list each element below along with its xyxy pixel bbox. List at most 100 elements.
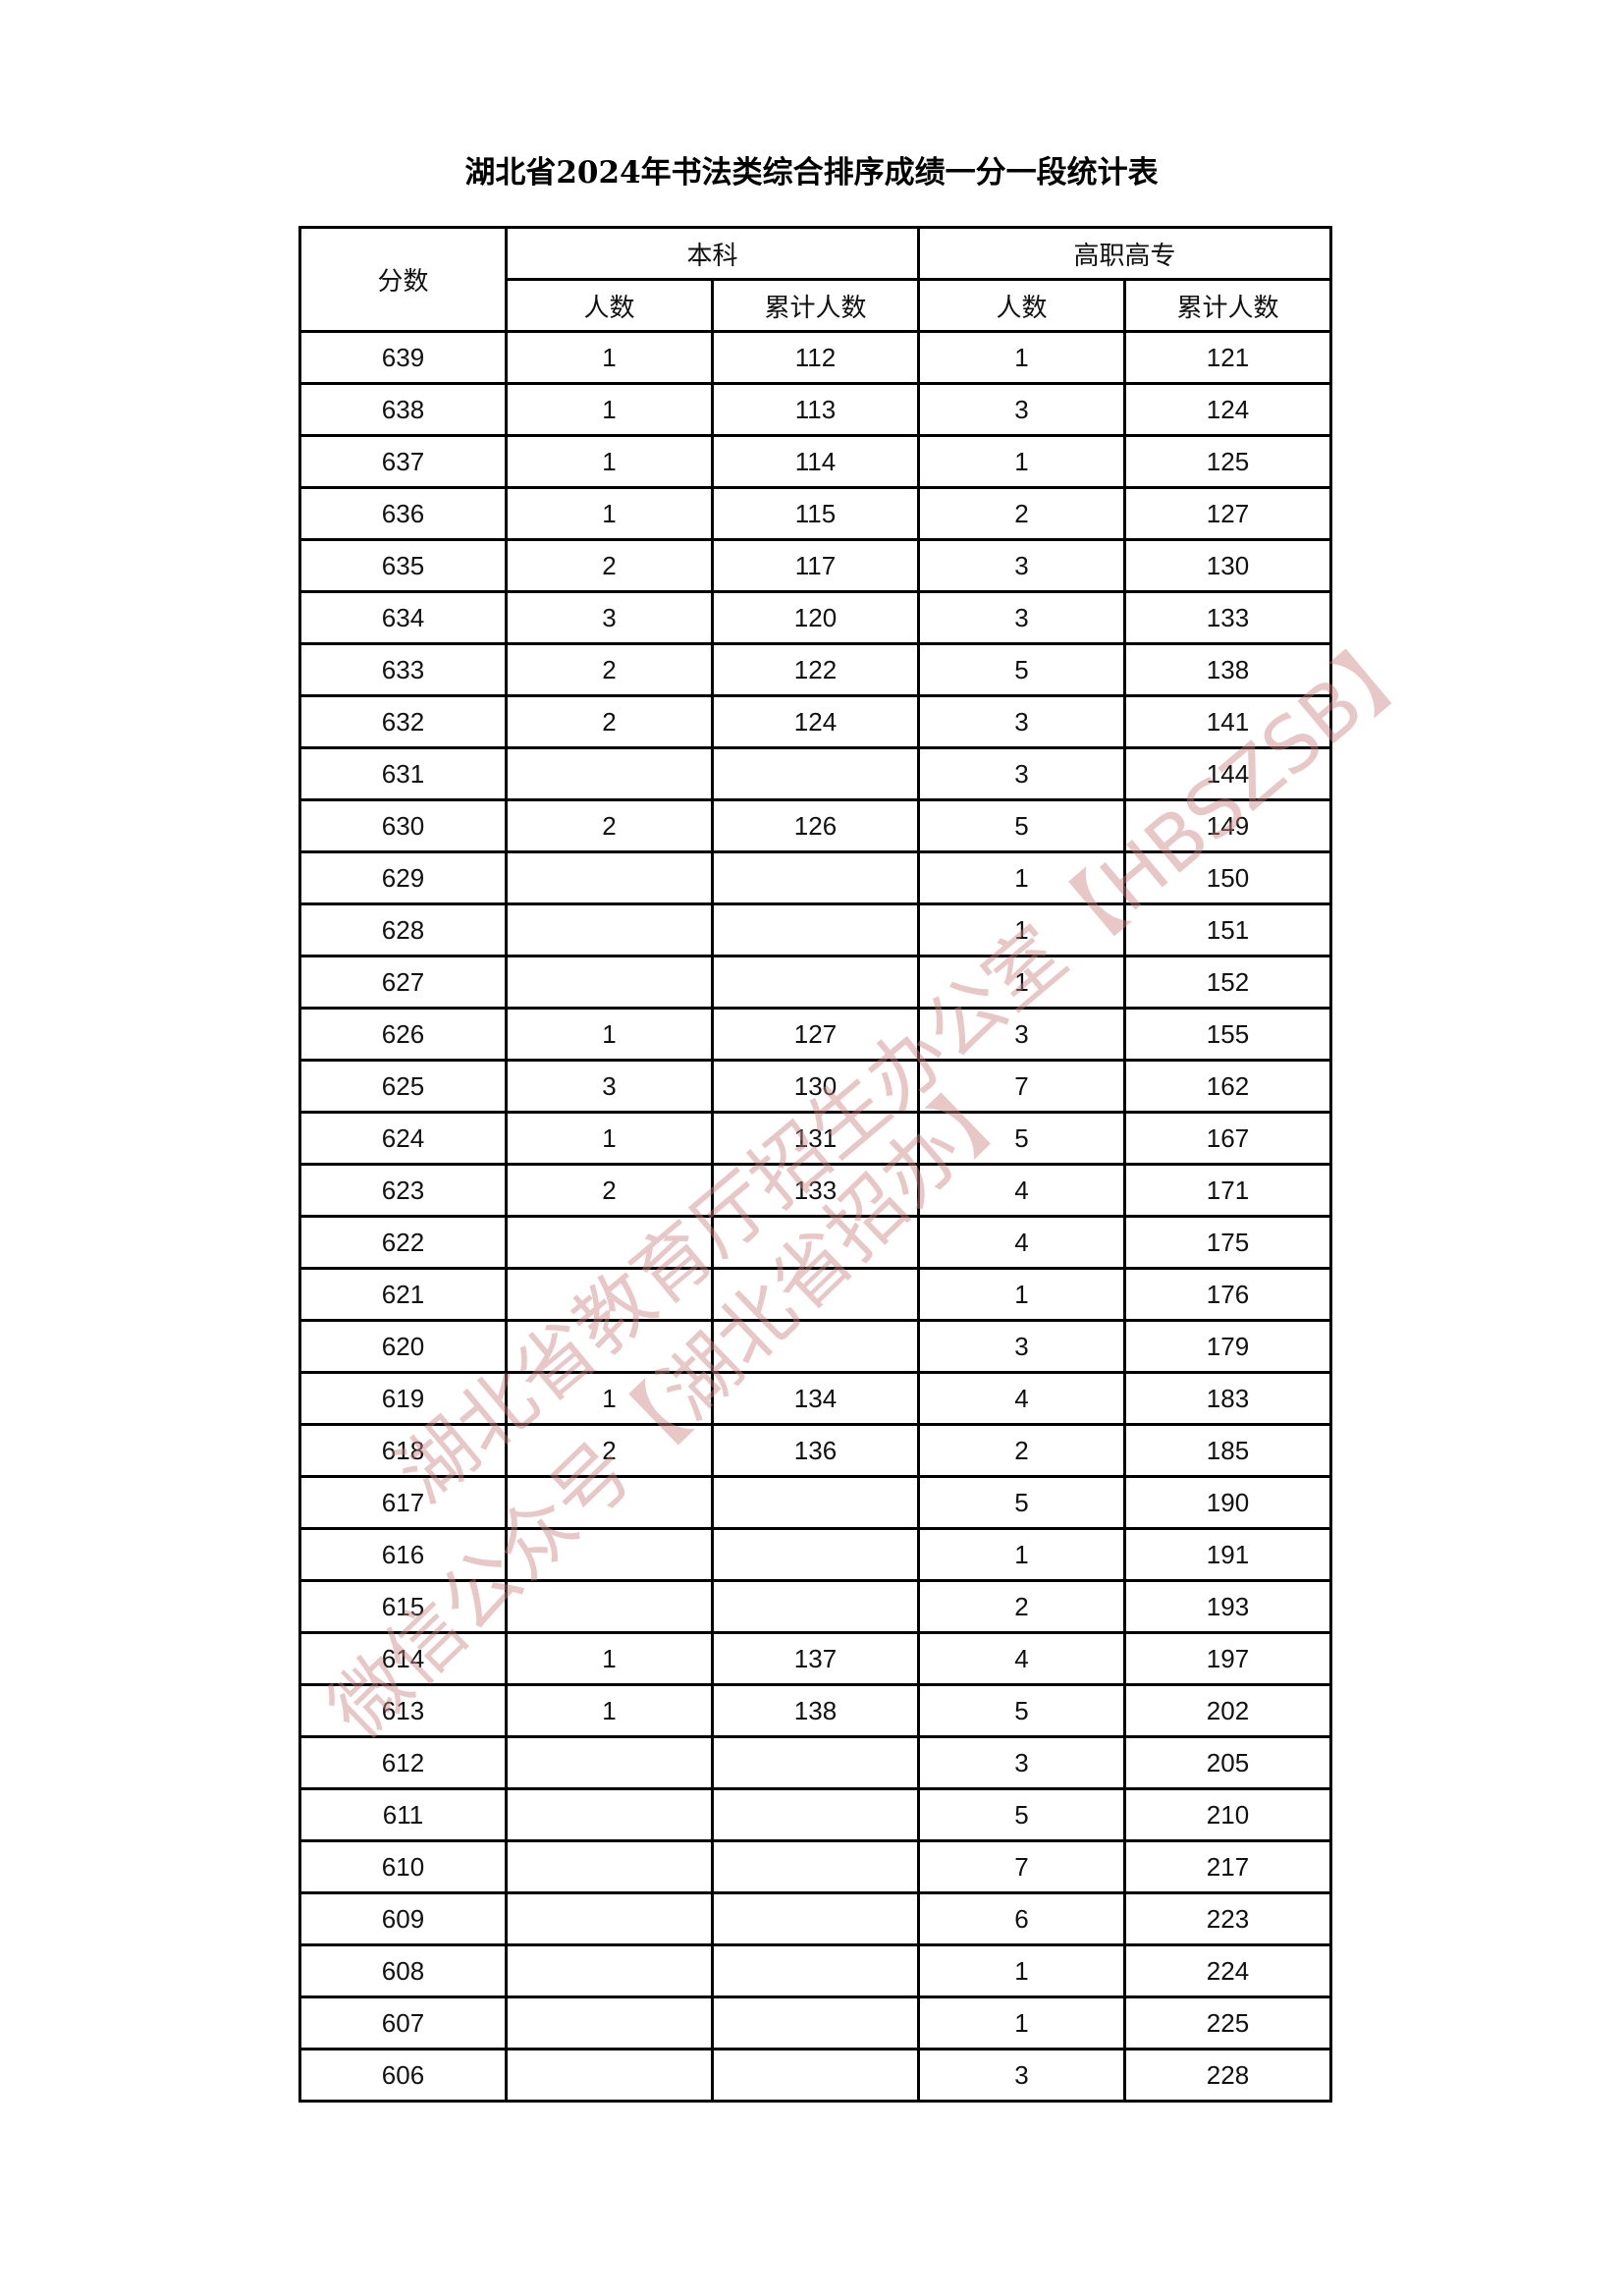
cell-vocational-count: 1: [917, 902, 1126, 957]
table-row: 631 3 144: [298, 746, 1332, 801]
cell-undergrad-cumulative: 137: [711, 1631, 920, 1686]
cell-vocational-count: 2: [917, 1579, 1126, 1634]
cell-undergrad-cumulative: [711, 1787, 920, 1842]
cell-score: 627: [298, 955, 508, 1010]
cell-score: 631: [298, 746, 508, 801]
cell-undergrad-cumulative: [711, 1319, 920, 1374]
cell-vocational-cumulative: 151: [1123, 902, 1332, 957]
cell-undergrad-count: 1: [505, 382, 714, 437]
cell-undergrad-cumulative: 126: [711, 798, 920, 853]
cell-vocational-count: 4: [917, 1631, 1126, 1686]
cell-score: 639: [298, 330, 508, 385]
cell-undergrad-count: 2: [505, 1423, 714, 1478]
table-row: 614 1 137 4 197: [298, 1631, 1332, 1686]
table-row: 620 3 179: [298, 1319, 1332, 1374]
cell-undergrad-cumulative: [711, 850, 920, 905]
cell-undergrad-count: [505, 902, 714, 957]
cell-vocational-cumulative: 155: [1123, 1007, 1332, 1062]
table-row: 612 3 205: [298, 1735, 1332, 1790]
cell-undergrad-count: 2: [505, 694, 714, 749]
cell-vocational-count: 1: [917, 1527, 1126, 1582]
cell-vocational-cumulative: 138: [1123, 642, 1332, 697]
cell-vocational-count: 1: [917, 1995, 1126, 2050]
cell-undergrad-cumulative: 120: [711, 590, 920, 645]
table-row: 627 1 152: [298, 955, 1332, 1010]
table-row: 624 1 131 5 167: [298, 1111, 1332, 1166]
cell-undergrad-cumulative: 115: [711, 486, 920, 541]
cell-undergrad-cumulative: [711, 1267, 920, 1322]
cell-vocational-count: 3: [917, 746, 1126, 801]
table-row: 635 2 117 3 130: [298, 538, 1332, 593]
cell-score: 609: [298, 1891, 508, 1946]
table-row: 623 2 133 4 171: [298, 1163, 1332, 1218]
cell-vocational-cumulative: 125: [1123, 434, 1332, 489]
cell-vocational-cumulative: 150: [1123, 850, 1332, 905]
cell-vocational-count: 3: [917, 1007, 1126, 1062]
cell-undergrad-count: [505, 1839, 714, 1894]
cell-vocational-cumulative: 193: [1123, 1579, 1332, 1634]
cell-undergrad-cumulative: [711, 1839, 920, 1894]
cell-vocational-cumulative: 133: [1123, 590, 1332, 645]
table-row: 609 6 223: [298, 1891, 1332, 1946]
cell-score: 617: [298, 1475, 508, 1530]
cell-vocational-cumulative: 144: [1123, 746, 1332, 801]
cell-undergrad-cumulative: [711, 1215, 920, 1270]
table-row: 616 1 191: [298, 1527, 1332, 1582]
table-row: 622 4 175: [298, 1215, 1332, 1270]
cell-vocational-cumulative: 217: [1123, 1839, 1332, 1894]
cell-vocational-cumulative: 130: [1123, 538, 1332, 593]
cell-vocational-cumulative: 171: [1123, 1163, 1332, 1218]
table-row: 613 1 138 5 202: [298, 1683, 1332, 1738]
cell-vocational-cumulative: 176: [1123, 1267, 1332, 1322]
cell-undergrad-count: 2: [505, 538, 714, 593]
cell-vocational-count: 1: [917, 850, 1126, 905]
table-row: 634 3 120 3 133: [298, 590, 1332, 645]
table-row: 637 1 114 1 125: [298, 434, 1332, 489]
table-row: 618 2 136 2 185: [298, 1423, 1332, 1478]
table-row: 611 5 210: [298, 1787, 1332, 1842]
cell-undergrad-cumulative: [711, 1579, 920, 1634]
cell-score: 637: [298, 434, 508, 489]
cell-score: 626: [298, 1007, 508, 1062]
cell-vocational-count: 3: [917, 1319, 1126, 1374]
cell-undergrad-count: [505, 1319, 714, 1374]
cell-score: 616: [298, 1527, 508, 1582]
cell-undergrad-cumulative: [711, 1527, 920, 1582]
cell-undergrad-count: 3: [505, 590, 714, 645]
cell-undergrad-count: [505, 1527, 714, 1582]
table-row: 610 7 217: [298, 1839, 1332, 1894]
cell-vocational-cumulative: 197: [1123, 1631, 1332, 1686]
table-row: 626 1 127 3 155: [298, 1007, 1332, 1062]
cell-vocational-count: 7: [917, 1839, 1126, 1894]
cell-score: 623: [298, 1163, 508, 1218]
cell-undergrad-count: [505, 2048, 714, 2103]
cell-undergrad-cumulative: 124: [711, 694, 920, 749]
cell-vocational-cumulative: 224: [1123, 1943, 1332, 1998]
cell-undergrad-cumulative: [711, 902, 920, 957]
cell-undergrad-cumulative: [711, 1995, 920, 2050]
cell-vocational-cumulative: 127: [1123, 486, 1332, 541]
cell-score: 608: [298, 1943, 508, 1998]
cell-vocational-count: 3: [917, 2048, 1126, 2103]
cell-vocational-count: 7: [917, 1059, 1126, 1114]
cell-undergrad-cumulative: [711, 1943, 920, 1998]
cell-vocational-count: 5: [917, 1787, 1126, 1842]
cell-score: 621: [298, 1267, 508, 1322]
cell-undergrad-cumulative: [711, 1475, 920, 1530]
cell-undergrad-count: [505, 1735, 714, 1790]
cell-score: 620: [298, 1319, 508, 1374]
cell-vocational-count: 2: [917, 486, 1126, 541]
cell-vocational-count: 5: [917, 642, 1126, 697]
table-row: 608 1 224: [298, 1943, 1332, 1998]
cell-score: 633: [298, 642, 508, 697]
table-row: 625 3 130 7 162: [298, 1059, 1332, 1114]
cell-undergrad-cumulative: 131: [711, 1111, 920, 1166]
header-count-1: 人数: [505, 278, 714, 333]
cell-undergrad-count: [505, 850, 714, 905]
cell-undergrad-count: [505, 1579, 714, 1634]
cell-undergrad-cumulative: 112: [711, 330, 920, 385]
cell-undergrad-count: 1: [505, 434, 714, 489]
cell-undergrad-count: [505, 1995, 714, 2050]
cell-vocational-count: 2: [917, 1423, 1126, 1478]
cell-vocational-count: 5: [917, 1683, 1126, 1738]
